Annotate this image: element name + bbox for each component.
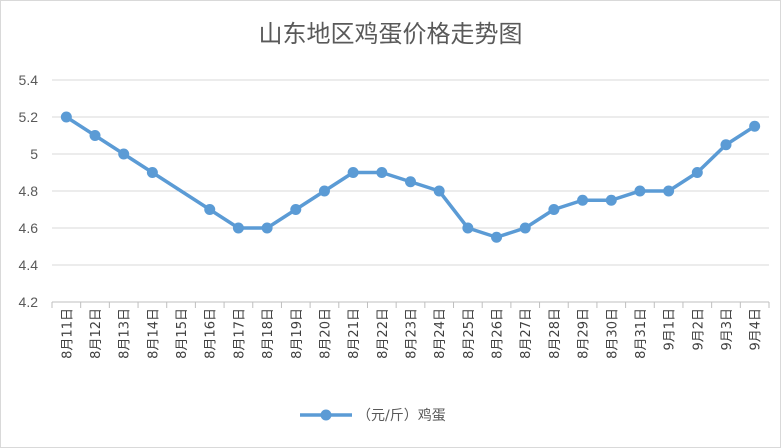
data-point <box>577 194 589 206</box>
x-tick-label: 8月22日 <box>376 308 391 359</box>
legend-label: （元/斤）鸡蛋 <box>357 407 446 424</box>
data-point <box>462 222 474 234</box>
legend-marker <box>320 409 332 421</box>
x-tick-label: 8月12日 <box>89 308 104 359</box>
data-point <box>720 139 732 151</box>
chart-title: 山东地区鸡蛋价格走势图 <box>258 20 523 48</box>
data-point <box>146 167 158 178</box>
x-tick-label: 8月18日 <box>261 308 276 359</box>
data-point <box>433 185 445 197</box>
data-point <box>376 167 388 178</box>
data-point <box>347 167 359 178</box>
data-point <box>89 130 101 141</box>
data-point <box>519 222 531 234</box>
data-point <box>548 204 560 215</box>
x-tick-label: 8月16日 <box>204 308 219 359</box>
x-tick-label: 8月23日 <box>405 308 420 359</box>
data-point <box>691 167 703 178</box>
x-tick-label: 8月31日 <box>634 308 649 359</box>
x-tick-label: 9月4日 <box>749 308 764 351</box>
y-tick-label: 4.4 <box>19 257 39 273</box>
x-tick-label: 8月30日 <box>605 308 620 359</box>
x-tick-label: 9月1日 <box>663 308 678 351</box>
data-point <box>634 185 646 197</box>
x-tick-label: 8月14日 <box>146 308 161 359</box>
x-tick-label: 8月24日 <box>433 308 448 359</box>
y-tick-label: 5 <box>30 146 38 162</box>
x-tick-label: 8月19日 <box>290 308 305 359</box>
data-point <box>204 204 216 215</box>
data-point <box>491 231 503 243</box>
x-axis-ticks: 8月11日 8月12日 8月13日 8月14日 8月15日 8月16日 8月17日 8月18日… <box>60 308 763 359</box>
x-tick-label: 8月29日 <box>577 308 592 359</box>
x-tick-label: 8月11日 <box>60 308 75 359</box>
x-tick-label: 8月25日 <box>462 308 477 359</box>
y-tick-label: 5.4 <box>19 72 39 88</box>
x-tick-label: 8月26日 <box>491 308 506 359</box>
data-point <box>318 185 330 197</box>
x-tick-label: 8月20日 <box>318 308 333 359</box>
data-point <box>232 222 244 234</box>
data-point <box>605 194 617 206</box>
y-tick-label: 4.2 <box>19 294 39 310</box>
y-tick-label: 5.2 <box>19 109 39 125</box>
x-tick-label: 8月15日 <box>175 308 190 359</box>
x-axis <box>51 301 770 308</box>
x-tick-label: 9月3日 <box>720 308 735 351</box>
series-egg-price <box>60 111 761 243</box>
x-tick-label: 8月27日 <box>519 308 534 359</box>
y-axis-ticks: 4.2 4.4 4.6 4.8 5 5.2 5.4 <box>19 72 39 310</box>
data-point <box>290 204 302 215</box>
legend: （元/斤）鸡蛋 <box>300 407 446 424</box>
data-point <box>60 111 72 123</box>
x-tick-label: 8月21日 <box>347 308 362 359</box>
data-point <box>118 148 130 160</box>
y-tick-label: 4.6 <box>19 220 39 236</box>
data-point <box>261 222 273 234</box>
data-point <box>663 185 675 197</box>
y-tick-label: 4.8 <box>19 183 39 199</box>
gridlines <box>52 79 769 266</box>
x-tick-label: 8月13日 <box>118 308 133 359</box>
x-tick-label: 9月2日 <box>691 308 706 351</box>
data-point <box>405 176 416 188</box>
x-tick-label: 8月17日 <box>232 308 247 359</box>
x-tick-label: 8月28日 <box>548 308 563 359</box>
data-point <box>749 120 761 132</box>
